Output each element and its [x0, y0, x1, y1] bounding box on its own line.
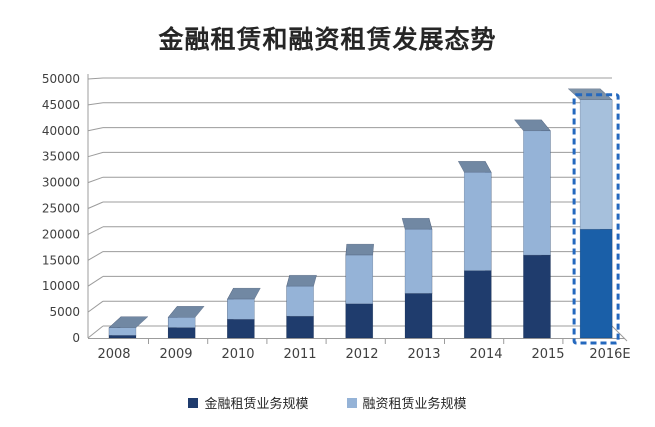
bar-segment-financial-leasing	[523, 254, 551, 339]
legend: 金融租赁业务规模 融资租赁业务规模	[0, 393, 655, 412]
legend-item-finance-leasing: 融资租赁业务规模	[346, 393, 467, 412]
x-axis-label: 2009	[159, 347, 192, 362]
y-axis-label: 15000	[42, 253, 80, 267]
bar-segment-finance-leasing	[227, 298, 255, 320]
y-axis-label: 30000	[42, 176, 80, 190]
y-tick	[87, 201, 104, 209]
bar-top-face	[286, 274, 317, 287]
y-tick	[87, 251, 104, 261]
y-axis-label: 25000	[42, 202, 80, 216]
y-axis-label: 35000	[42, 150, 80, 164]
bar-segment-financial-leasing	[463, 270, 492, 339]
bar-segment-financial-leasing	[345, 303, 374, 339]
y-axis-label: 5000	[49, 305, 80, 319]
y-axis-label: 0	[72, 331, 80, 345]
x-axis-label: 2010	[221, 347, 254, 362]
x-axis-label: 2011	[283, 347, 316, 362]
y-tick	[87, 176, 104, 184]
y-axis-label: 20000	[42, 227, 80, 241]
y-tick	[87, 77, 104, 80]
bar-segment-finance-leasing	[286, 285, 314, 317]
x-axis-label: 2016E	[589, 347, 630, 362]
bar-segment-finance-leasing	[579, 99, 613, 230]
y-tick	[87, 151, 104, 158]
x-axis-label: 2013	[407, 347, 440, 362]
x-axis-label: 2015	[531, 347, 564, 362]
bar-segment-financial-leasing	[404, 293, 433, 339]
bar-top-face	[457, 160, 492, 173]
bar-segment-financial-leasing	[108, 335, 137, 339]
y-tick	[87, 127, 104, 132]
bar-segment-financial-leasing	[167, 327, 196, 339]
x-axis-label: 2012	[345, 347, 378, 362]
legend-item-financial-leasing: 金融租赁业务规模	[188, 393, 309, 412]
y-axis-label: 40000	[42, 124, 80, 138]
legend-swatch-financial-leasing	[188, 397, 199, 408]
bar-segment-financial-leasing	[286, 315, 314, 339]
bar-top-face	[345, 243, 375, 256]
bar-segment-financial-leasing	[579, 228, 613, 339]
forecast-dashed-outline	[572, 93, 620, 345]
bar-segment-finance-leasing	[463, 171, 492, 271]
y-tick	[87, 325, 104, 339]
floor-right-edge	[611, 325, 628, 342]
bar-segment-finance-leasing	[523, 130, 551, 256]
y-tick	[87, 275, 104, 287]
bar-segment-financial-leasing	[227, 319, 255, 339]
y-axis-label: 50000	[42, 72, 80, 86]
y-tick	[87, 226, 104, 235]
bar-segment-finance-leasing	[404, 228, 433, 294]
legend-label-finance-leasing: 融资租赁业务规模	[362, 397, 467, 412]
x-axis-label: 2008	[97, 347, 130, 362]
legend-label-financial-leasing: 金融租赁业务规模	[204, 397, 309, 412]
x-axis-label: 2014	[469, 347, 502, 362]
bar-top-face	[513, 119, 551, 132]
bar-segment-finance-leasing	[345, 254, 374, 305]
chart-title: 金融租赁和融资租赁发展态势	[158, 25, 497, 54]
bar-segment-finance-leasing	[167, 317, 196, 328]
bar-segment-finance-leasing	[108, 327, 137, 336]
y-tick	[87, 102, 104, 106]
bar-top-face	[167, 306, 205, 318]
y-tick	[87, 300, 104, 313]
legend-swatch-finance-leasing	[346, 397, 357, 408]
y-axis-label: 45000	[42, 98, 80, 112]
bar-top-face	[401, 217, 433, 230]
y-axis-label: 10000	[42, 279, 80, 293]
bar-top-face	[226, 287, 261, 300]
